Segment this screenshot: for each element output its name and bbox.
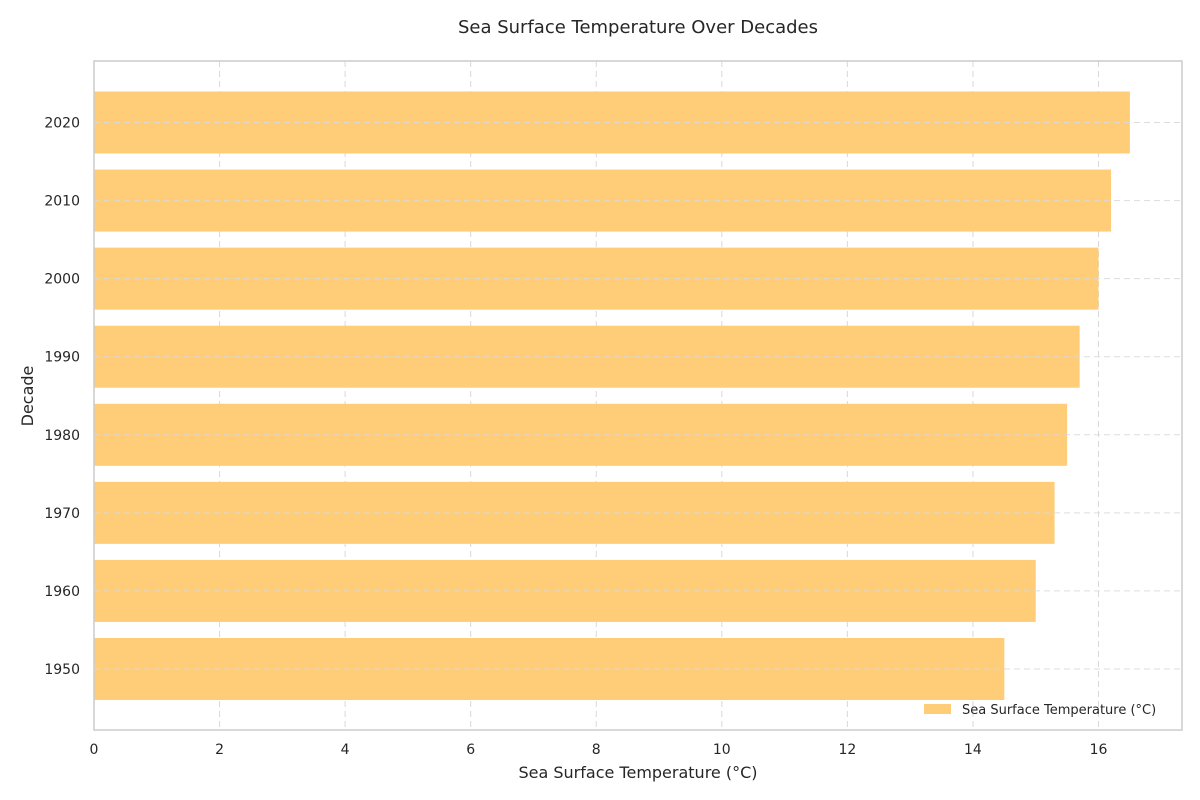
x-tick-label: 14	[964, 742, 982, 758]
y-tick-label: 1990	[44, 350, 80, 366]
x-tick-label: 12	[838, 742, 856, 758]
legend-swatch	[924, 704, 951, 714]
legend: Sea Surface Temperature (°C)	[924, 703, 1156, 718]
x-tick-label: 6	[466, 742, 475, 758]
y-axis-ticks: 1950 1960 1970 1980 1990 2000 2010 2020	[44, 116, 80, 679]
y-axis-label: Decade	[18, 366, 37, 427]
x-axis-label: Sea Surface Temperature (°C)	[518, 763, 757, 782]
y-tick-label: 2000	[44, 272, 80, 288]
bar	[94, 169, 1112, 232]
y-tick-label: 1970	[44, 506, 80, 522]
legend-label: Sea Surface Temperature (°C)	[962, 703, 1156, 718]
grid-lines-overlay	[94, 122, 1182, 670]
plot-frame	[93, 60, 1183, 731]
x-tick-label: 8	[592, 742, 601, 758]
y-tick-label: 2020	[44, 116, 80, 132]
grid-lines	[219, 61, 1100, 730]
x-tick-label: 4	[341, 742, 350, 758]
x-tick-label: 2	[215, 742, 224, 758]
x-tick-label: 0	[90, 742, 99, 758]
x-tick-label: 10	[713, 742, 731, 758]
x-tick-label: 16	[1090, 742, 1108, 758]
y-tick-label: 1950	[44, 662, 80, 678]
y-tick-label: 2010	[44, 194, 80, 210]
y-tick-label: 1960	[44, 584, 80, 600]
bars	[94, 91, 1130, 700]
y-tick-label: 1980	[44, 428, 80, 444]
chart-title: Sea Surface Temperature Over Decades	[458, 17, 818, 38]
x-axis-ticks: 0 2 4 6 8 10 12 14 16	[90, 742, 1108, 758]
